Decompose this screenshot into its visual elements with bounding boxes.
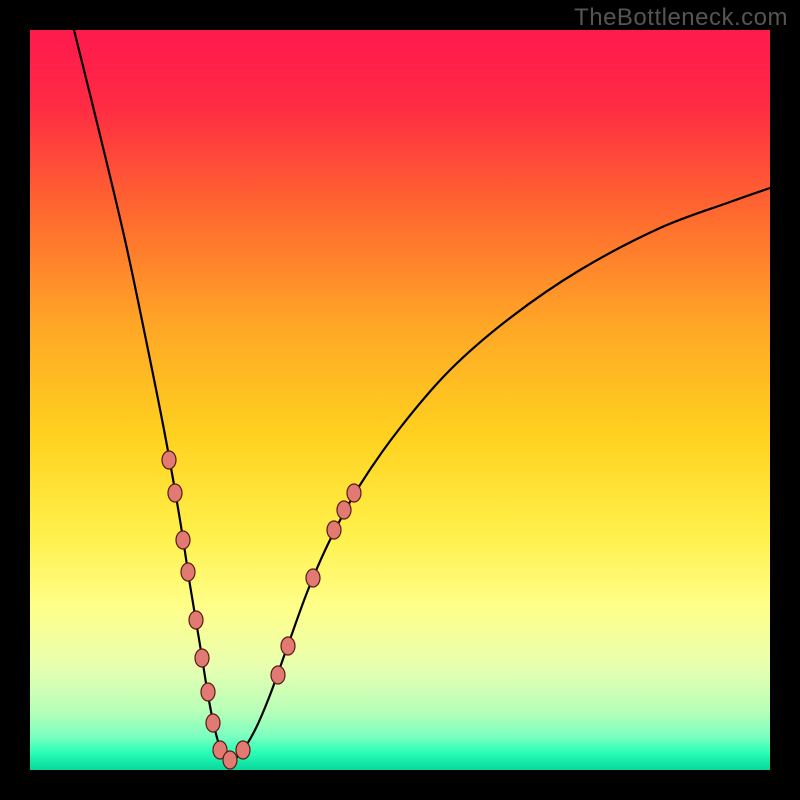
data-marker bbox=[168, 484, 182, 502]
data-marker bbox=[327, 521, 341, 539]
data-marker bbox=[271, 666, 285, 684]
data-marker bbox=[176, 531, 190, 549]
data-marker bbox=[347, 484, 361, 502]
data-marker bbox=[162, 451, 176, 469]
bottleneck-chart bbox=[30, 30, 770, 770]
gradient-background bbox=[30, 30, 770, 770]
data-marker bbox=[236, 741, 250, 759]
watermark-text: TheBottleneck.com bbox=[574, 4, 788, 32]
data-marker bbox=[306, 569, 320, 587]
data-marker bbox=[223, 751, 237, 769]
data-marker bbox=[189, 611, 203, 629]
data-marker bbox=[181, 563, 195, 581]
data-marker bbox=[337, 501, 351, 519]
data-marker bbox=[195, 649, 209, 667]
plot-area bbox=[30, 30, 770, 770]
data-marker bbox=[206, 714, 220, 732]
data-marker bbox=[281, 637, 295, 655]
data-marker bbox=[201, 683, 215, 701]
chart-frame: TheBottleneck.com bbox=[0, 0, 800, 800]
